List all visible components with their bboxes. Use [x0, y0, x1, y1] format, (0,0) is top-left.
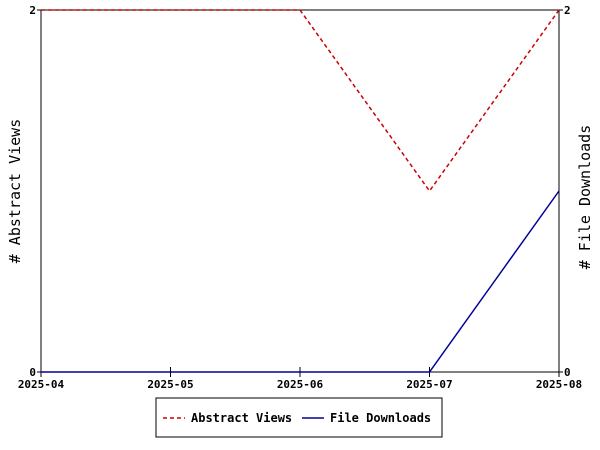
series-line-file-downloads: [41, 190, 560, 373]
x-tick-label-3: 2025-07: [406, 378, 452, 391]
y-tick-label-left-1: 2: [29, 4, 36, 17]
series-lines: [41, 9, 560, 373]
y-axis-title-right: # File Downloads: [576, 125, 594, 270]
x-tick-label-4: 2025-08: [536, 378, 582, 391]
x-tick-label-0: 2025-04: [18, 378, 65, 391]
plot-area: [40, 9, 560, 373]
x-tick-label-2: 2025-06: [277, 378, 324, 391]
x-axis-ticks: 2025-04 2025-05 2025-06 2025-07 2025-08: [18, 367, 582, 391]
legend-label-file-downloads: File Downloads: [330, 411, 431, 425]
y-tick-label-right-1: 2: [564, 4, 571, 17]
series-line-abstract-views: [41, 9, 560, 193]
legend: Abstract Views File Downloads: [155, 397, 443, 438]
y-axis-title-left: # Abstract Views: [6, 119, 24, 264]
y-tick-label-left-0: 0: [29, 366, 36, 379]
x-tick-label-1: 2025-05: [147, 378, 193, 391]
legend-box: [155, 397, 443, 438]
legend-label-abstract-views: Abstract Views: [191, 411, 292, 425]
y-tick-label-right-0: 0: [564, 366, 571, 379]
